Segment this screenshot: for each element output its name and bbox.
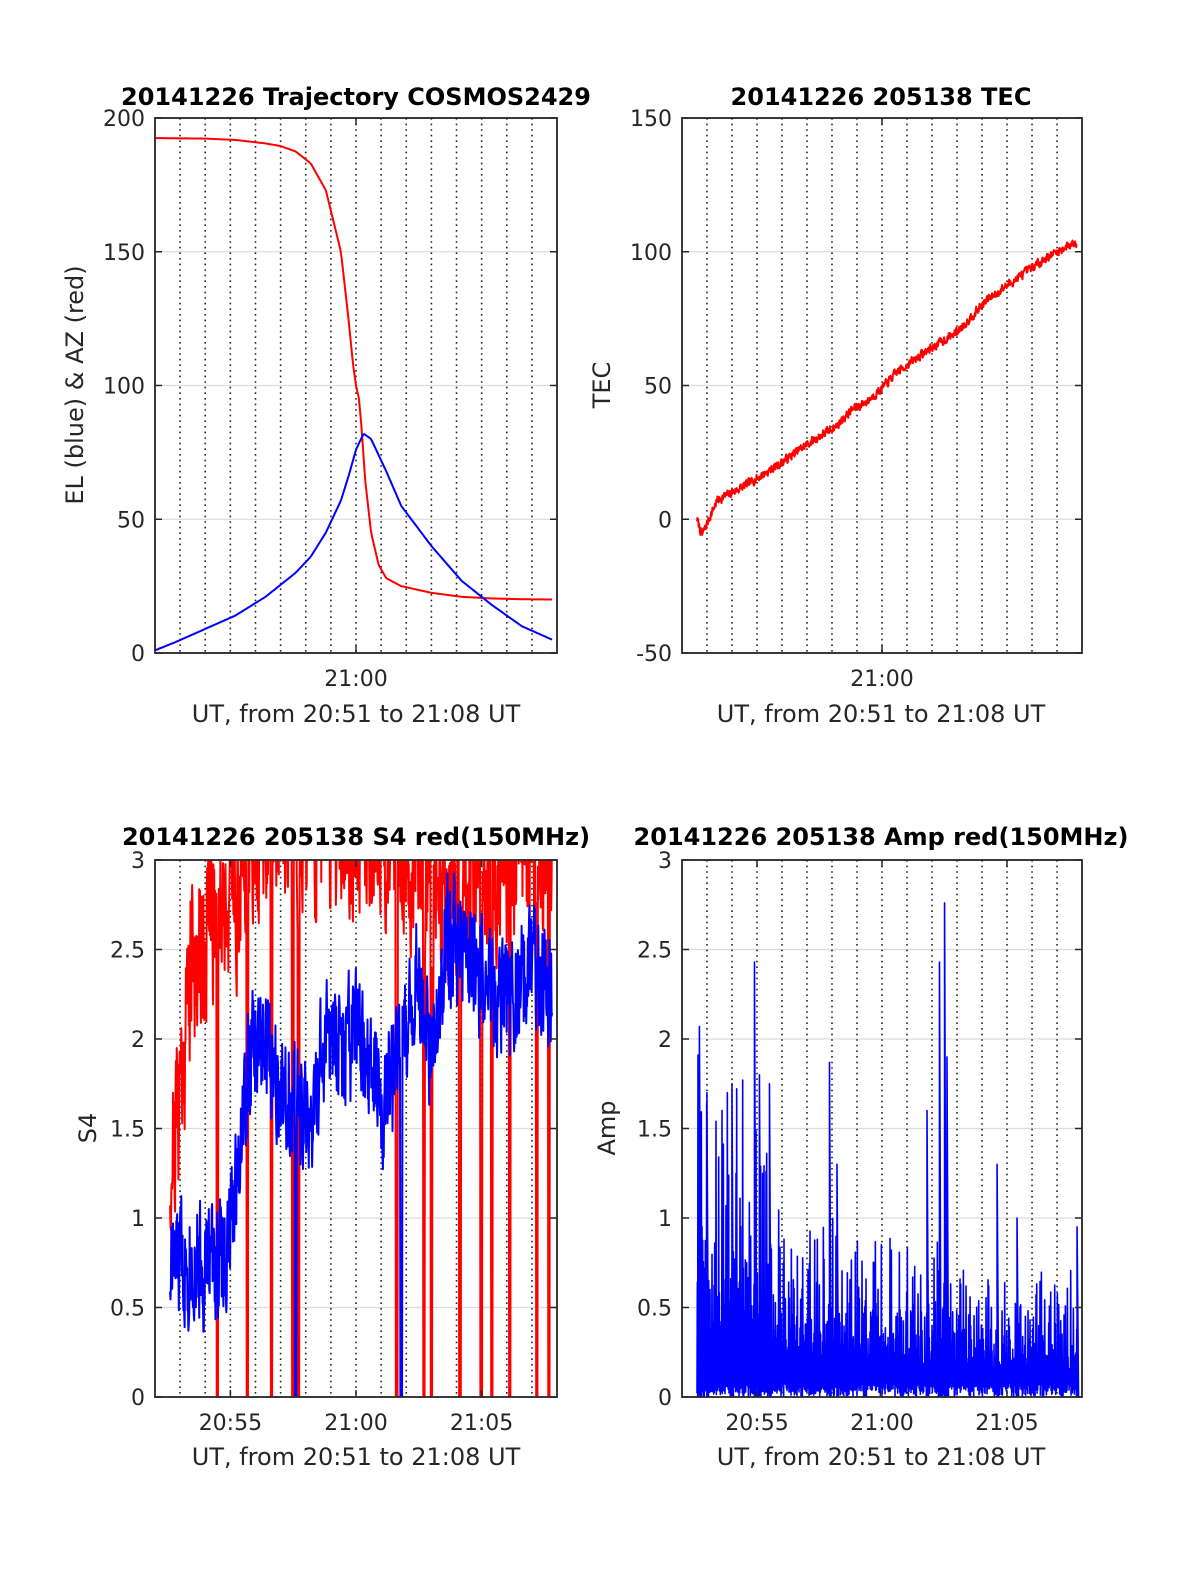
y-tick-label: 2.5	[637, 939, 672, 964]
x-tick-label: 20:55	[199, 1411, 262, 1436]
panel-amp: 0 0.5 1 1.5 2 2.5 3 20:55 21:00 21:05 20141226 20…	[593, 823, 1128, 1471]
plot-area-s4: 0 0.5 1 1.5 2 2.5 3 20:55 21:00 21:05	[110, 849, 558, 1436]
x-tick-label: 21:05	[975, 1411, 1038, 1436]
y-tick-label: 3	[658, 849, 672, 874]
x-axis-label-s4: UT, from 20:51 to 21:08 UT	[192, 1443, 521, 1471]
y-axis-label-amp: Amp	[593, 1100, 621, 1155]
y-tick-label: 0.5	[110, 1297, 145, 1322]
x-tick-label: 21:00	[850, 1411, 913, 1436]
x-tick-label: 21:00	[324, 1411, 387, 1436]
y-tick-label: 0	[658, 1386, 672, 1411]
title-amp: 20141226 205138 Amp red(150MHz)	[634, 823, 1129, 851]
x-tick-label: 21:00	[850, 667, 913, 692]
y-tick-label: -50	[636, 642, 672, 667]
y-tick-label: 0	[131, 642, 145, 667]
y-tick-label: 2	[658, 1028, 672, 1053]
plot-area-amp: 0 0.5 1 1.5 2 2.5 3 20:55 21:00 21:05	[637, 849, 1083, 1436]
title-trajectory: 20141226 Trajectory COSMOS2429	[121, 83, 591, 111]
y-tick-label: 200	[103, 107, 145, 132]
plot-area-trajectory: 0 50 100 150 200 21:00	[103, 107, 558, 692]
x-axis-label-amp: UT, from 20:51 to 21:08 UT	[717, 1443, 1046, 1471]
series-line-s4-s4-blue	[169, 872, 554, 1397]
y-tick-label: 1	[131, 1207, 145, 1232]
panel-tec: -50 0 50 100 150 21:00 20141226 205138 TEC UT…	[588, 83, 1083, 728]
y-tick-label: 50	[644, 375, 672, 400]
x-axis-label-tec: UT, from 20:51 to 21:08 UT	[717, 700, 1046, 728]
x-axis-label-trajectory: UT, from 20:51 to 21:08 UT	[192, 700, 521, 728]
series-line-trajectory-az	[155, 137, 553, 601]
x-tick-label: 21:00	[324, 667, 387, 692]
y-axis-label-tec: TEC	[588, 362, 616, 410]
y-tick-label: 150	[630, 107, 672, 132]
plot-area-tec: -50 0 50 100 150 21:00	[630, 107, 1083, 692]
panel-s4: 0 0.5 1 1.5 2 2.5 3 20:55 21:00 21:05 20141226 20…	[74, 823, 590, 1471]
y-tick-label: 2.5	[110, 939, 145, 964]
x-tick-label: 20:55	[725, 1411, 788, 1436]
series-line-s4-s4	[169, 860, 553, 1397]
y-tick-label: 100	[103, 375, 145, 400]
title-tec: 20141226 205138 TEC	[731, 83, 1032, 111]
panel-trajectory: 0 50 100 150 200 21:00 20141226 Trajectory CO…	[61, 83, 591, 728]
y-tick-label: 0.5	[637, 1297, 672, 1322]
y-tick-label: 1.5	[110, 1118, 145, 1143]
title-s4: 20141226 205138 S4 red(150MHz)	[122, 823, 590, 851]
y-tick-label: 2	[131, 1028, 145, 1053]
series-line-tec-tec	[696, 239, 1078, 536]
y-tick-label: 100	[630, 241, 672, 266]
y-tick-label: 1.5	[637, 1118, 672, 1143]
y-tick-label: 0	[658, 508, 672, 533]
y-tick-label: 1	[658, 1207, 672, 1232]
y-tick-label: 0	[131, 1386, 145, 1411]
y-axis-label-s4: S4	[74, 1113, 102, 1144]
y-tick-label: 150	[103, 241, 145, 266]
y-tick-label: 50	[117, 508, 145, 533]
series-line-trajectory-el	[155, 433, 553, 652]
y-axis-label-trajectory: EL (blue) & AZ (red)	[61, 265, 89, 504]
x-tick-label: 21:05	[450, 1411, 513, 1436]
series-line-amp-amp	[696, 902, 1080, 1397]
y-tick-label: 3	[131, 849, 145, 874]
